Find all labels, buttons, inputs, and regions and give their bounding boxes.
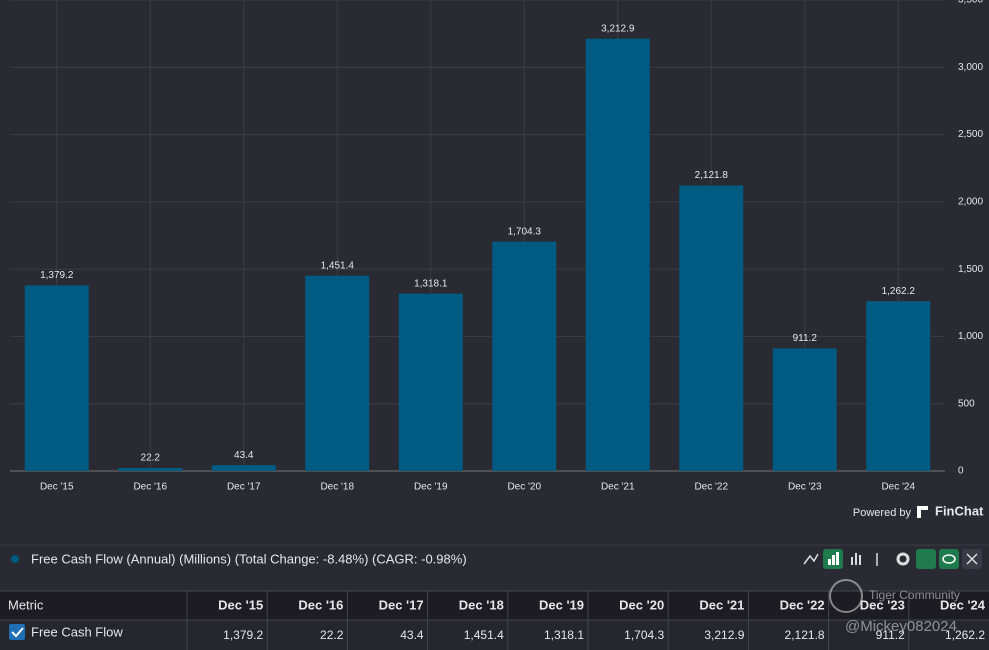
watermark: Tiger Community @Mickey082024 — [829, 579, 960, 635]
x-tick-label: Dec '18 — [320, 482, 354, 493]
table-column-header: Dec '24 — [940, 597, 986, 612]
table-header — [0, 591, 989, 620]
bar — [492, 241, 557, 471]
table-column-header: Dec '19 — [539, 597, 584, 612]
table-cell: 911.2 — [876, 628, 905, 642]
bar — [585, 38, 650, 471]
y-tick-label: 1,000 — [958, 331, 983, 342]
table-column-header: Dec '22 — [780, 597, 825, 612]
y-tick-label: 1,500 — [958, 264, 983, 275]
y-tick-label: 0 — [958, 466, 964, 477]
table-column-header: Dec '21 — [699, 597, 744, 612]
table-cell: 1,262.2 — [945, 628, 985, 642]
bar — [118, 468, 183, 471]
x-tick-label: Dec '21 — [601, 482, 635, 493]
bar — [772, 348, 837, 471]
tool-icon — [832, 555, 835, 565]
value-label: 1,451.4 — [321, 260, 355, 271]
powered-by: Powered by — [853, 507, 912, 519]
x-tick-label: Dec '23 — [788, 482, 822, 493]
bar — [398, 293, 463, 471]
table-column-header: Dec '15 — [218, 597, 263, 612]
value-label: 43.4 — [234, 450, 254, 461]
table-column-header: Dec '18 — [459, 597, 504, 612]
tool-icon — [859, 555, 861, 565]
x-tick-label: Dec '16 — [133, 482, 167, 493]
toolbar — [803, 549, 982, 569]
x-tick-label: Dec '20 — [507, 482, 541, 493]
y-tick-label: 2,000 — [958, 196, 983, 207]
tool-icon[interactable] — [916, 549, 936, 569]
value-label: 2,121.8 — [695, 170, 729, 181]
tool-icon — [836, 552, 839, 565]
x-tick-label: Dec '19 — [414, 482, 448, 493]
tool-icon[interactable] — [851, 557, 853, 565]
tool-icon[interactable] — [803, 553, 819, 565]
table-cell: 3,212.9 — [704, 628, 744, 642]
checkbox[interactable] — [9, 624, 25, 640]
watermark-handle: @Mickey082024 — [845, 618, 957, 635]
watermark-brand: Tiger Community — [869, 588, 960, 602]
x-tick-label: Dec '22 — [694, 482, 728, 493]
y-tick-label: 2,500 — [958, 129, 983, 140]
value-label: 1,318.1 — [414, 278, 448, 289]
row-label: Free Cash Flow — [31, 624, 123, 639]
bar — [24, 285, 89, 471]
value-label: 1,379.2 — [40, 270, 74, 281]
table-header-label: Metric — [8, 597, 44, 612]
table-row — [0, 620, 989, 650]
table-column-header: Dec '17 — [379, 597, 424, 612]
table-column-header: Dec '23 — [860, 597, 905, 612]
watermark-logo — [829, 579, 863, 613]
legend-dot — [11, 555, 19, 563]
tool-icon — [828, 559, 831, 565]
table-cell: 1,451.4 — [464, 628, 504, 642]
y-tick-label: 3,000 — [958, 62, 983, 73]
tool-icon — [855, 553, 857, 565]
bar — [866, 301, 931, 471]
tool-icon — [966, 553, 978, 565]
x-tick-label: Dec '15 — [40, 482, 74, 493]
tool-icon[interactable] — [896, 552, 910, 566]
tool-icon — [942, 554, 956, 564]
value-label: 22.2 — [141, 453, 161, 464]
table-cell: 1,318.1 — [544, 628, 584, 642]
value-label: 911.2 — [793, 333, 818, 344]
table-cell: 2,121.8 — [785, 628, 825, 642]
table-column-header: Dec '20 — [619, 597, 664, 612]
table-cell: 43.4 — [400, 628, 424, 642]
table-cell: 1,704.3 — [624, 628, 664, 642]
tool-icon[interactable] — [939, 549, 959, 569]
table-column-header: Dec '16 — [298, 597, 343, 612]
bar — [305, 275, 370, 471]
legend-label: Free Cash Flow (Annual) (Millions) (Tota… — [31, 551, 467, 566]
value-label: 3,212.9 — [601, 23, 635, 34]
finchat-logo — [917, 506, 928, 510]
bar — [679, 185, 744, 471]
value-label: 1,262.2 — [882, 286, 916, 297]
brand: FinChat — [935, 503, 984, 518]
x-tick-label: Dec '24 — [881, 482, 915, 493]
bar — [211, 465, 276, 471]
finchat-logo — [917, 506, 921, 518]
table-cell: 1,379.2 — [223, 628, 263, 642]
y-tick-label: 500 — [958, 398, 975, 409]
checkbox — [11, 627, 24, 638]
table-cell: 22.2 — [320, 628, 344, 642]
x-tick-label: Dec '17 — [227, 482, 261, 493]
value-label: 1,704.3 — [508, 226, 542, 237]
y-tick-label: 3,500 — [958, 0, 983, 6]
